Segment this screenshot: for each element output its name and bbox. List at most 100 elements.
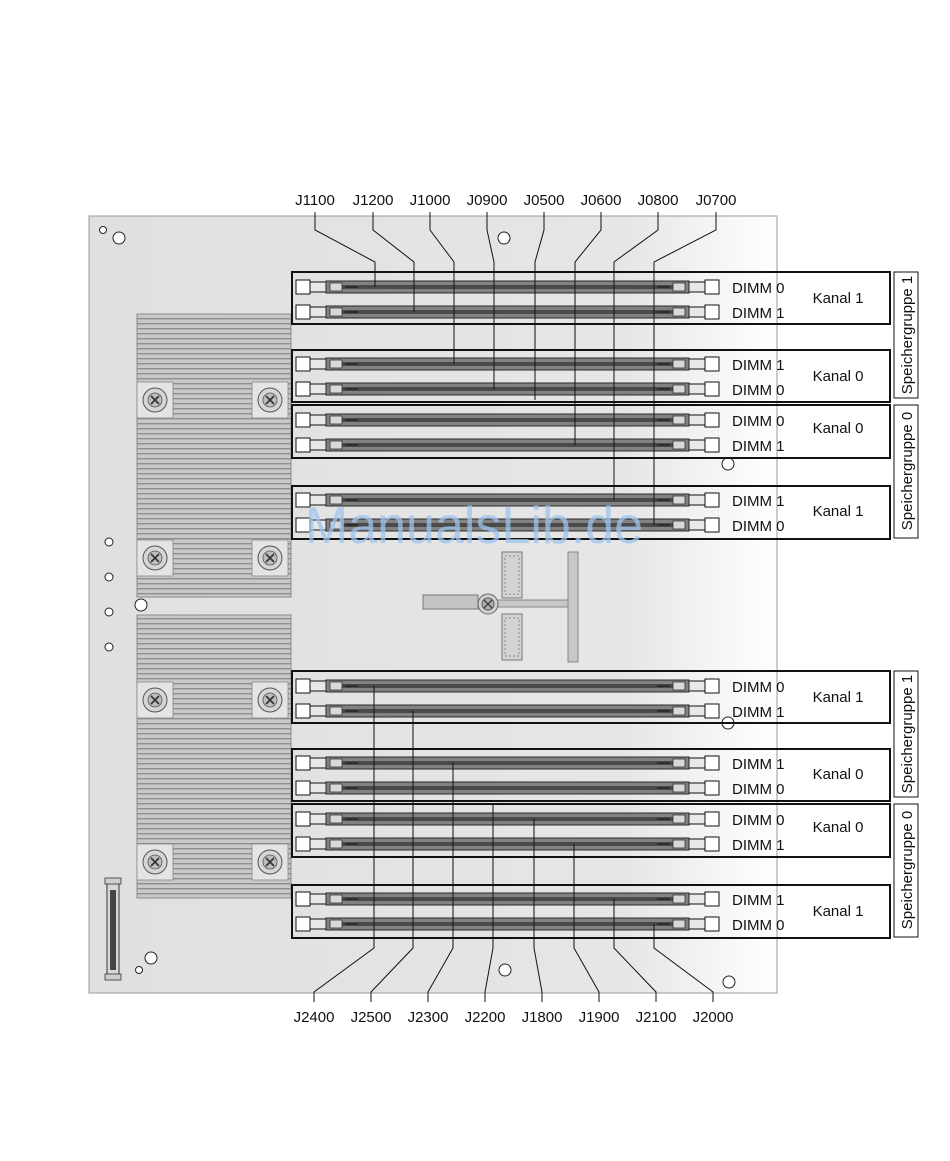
leader-line <box>613 212 659 500</box>
dimm-label: DIMM 1 <box>732 704 785 721</box>
channel-boxes <box>291 271 891 939</box>
heatsink-screws <box>136 381 289 881</box>
connector-label: J0900 <box>467 192 508 209</box>
connector-label: J1200 <box>353 192 394 209</box>
dimm-label: DIMM 1 <box>732 837 785 854</box>
bottom-connector-labels: J2400 J2500 J2300 J2200 J1800 J1900 J210… <box>294 1009 734 1026</box>
channel-box <box>291 271 891 325</box>
dimm-label: DIMM 0 <box>732 781 785 798</box>
leader-line <box>613 899 657 1002</box>
leader-line <box>653 212 717 525</box>
dimm-slot <box>295 492 720 508</box>
leader-line <box>574 212 602 445</box>
channel-label: Kanal 1 <box>813 903 864 920</box>
mounting-hole <box>135 966 143 974</box>
connector-label: J0700 <box>696 192 737 209</box>
connector-label: J1800 <box>522 1009 563 1026</box>
mounting-hole <box>99 226 107 234</box>
connector-label: J2400 <box>294 1009 335 1026</box>
dimm-slot <box>295 381 720 397</box>
channel-label: Kanal 0 <box>813 819 864 836</box>
connector-label: J0500 <box>524 192 565 209</box>
edge-connector <box>104 877 122 981</box>
channel-label: Kanal 0 <box>813 766 864 783</box>
dimm-label: DIMM 0 <box>732 917 785 934</box>
watermark: ManualsLib.de <box>305 497 643 555</box>
group-label: Speichergruppe 0 <box>899 811 916 929</box>
group-label: Speichergruppe 1 <box>899 675 916 793</box>
group-label: Speichergruppe 0 <box>899 412 916 530</box>
dimm-slot <box>295 780 720 796</box>
connector-label: J1000 <box>410 192 451 209</box>
leader-line <box>372 212 415 312</box>
mounting-hole <box>722 975 736 989</box>
dimm-label: DIMM 1 <box>732 357 785 374</box>
mounting-hole <box>104 572 114 582</box>
leader-line <box>370 711 414 1002</box>
channel-box <box>291 884 891 939</box>
mounting-hole <box>144 951 158 965</box>
mounting-hole <box>112 231 126 245</box>
connector-label: J1900 <box>579 1009 620 1026</box>
channel-box <box>291 349 891 403</box>
leader-line <box>573 844 600 1002</box>
mounting-hole <box>497 231 511 245</box>
channel-box <box>291 803 891 858</box>
leader-line <box>534 212 545 400</box>
connector-label: J2100 <box>636 1009 677 1026</box>
top-connector-labels: J1100 J1200 J1000 J0900 J0500 J0600 J080… <box>295 192 736 209</box>
dimm-slot <box>295 703 720 719</box>
screw-icon <box>251 681 289 719</box>
channel-label: Kanal 1 <box>813 290 864 307</box>
dimm-slot <box>295 304 720 320</box>
mounting-hole <box>104 607 114 617</box>
leader-line <box>653 924 714 1002</box>
leader-line <box>427 763 454 1002</box>
dimm-label: DIMM 0 <box>732 280 785 297</box>
dimm-slot <box>295 517 720 533</box>
connector-label: J0600 <box>581 192 622 209</box>
leader-line <box>429 212 455 364</box>
screw-icon <box>251 843 289 881</box>
upper-dimm-labels: DIMM 0 DIMM 1 DIMM 1 DIMM 0 DIMM 0 DIMM … <box>732 280 785 535</box>
leader-line <box>486 212 495 389</box>
screw-icon <box>136 381 174 419</box>
channel-label: Kanal 1 <box>813 503 864 520</box>
dimm-slot <box>295 678 720 694</box>
dimm-label: DIMM 1 <box>732 305 785 322</box>
dimm-slot <box>295 811 720 827</box>
screw-icon <box>251 539 289 577</box>
channel-box <box>291 670 891 724</box>
dimm-slot <box>295 412 720 428</box>
dimm-slot <box>295 755 720 771</box>
channel-label: Kanal 0 <box>813 420 864 437</box>
screw-icon <box>136 539 174 577</box>
mounting-hole <box>498 963 512 977</box>
screw-icon <box>251 381 289 419</box>
channel-box <box>291 404 891 459</box>
mounting-hole <box>134 598 148 612</box>
dimm-label: DIMM 1 <box>732 493 785 510</box>
mounting-hole <box>104 537 114 547</box>
leader-line <box>484 804 494 1002</box>
dimm-slots <box>295 279 720 932</box>
channel-labels: Kanal 1 Kanal 0 Kanal 0 Kanal 1 Kanal 1 … <box>813 290 864 920</box>
dimm-label: DIMM 1 <box>732 438 785 455</box>
connector-label: J2500 <box>351 1009 392 1026</box>
group-labels: Speichergruppe 1 Speichergruppe 0 Speich… <box>893 271 919 938</box>
channel-label: Kanal 1 <box>813 689 864 706</box>
dimm-label: DIMM 0 <box>732 812 785 829</box>
connector-label: J2200 <box>465 1009 506 1026</box>
dimm-label: DIMM 0 <box>732 679 785 696</box>
dimm-slot <box>295 836 720 852</box>
screw-icon <box>136 681 174 719</box>
dimm-label: DIMM 0 <box>732 518 785 535</box>
channel-box <box>291 748 891 802</box>
connector-label: J2000 <box>693 1009 734 1026</box>
lower-dimm-labels: DIMM 0 DIMM 1 DIMM 1 DIMM 0 DIMM 0 DIMM … <box>732 679 785 934</box>
dimm-slot <box>295 437 720 453</box>
dimm-label: DIMM 0 <box>732 382 785 399</box>
screw-icon <box>136 843 174 881</box>
channel-label: Kanal 0 <box>813 368 864 385</box>
